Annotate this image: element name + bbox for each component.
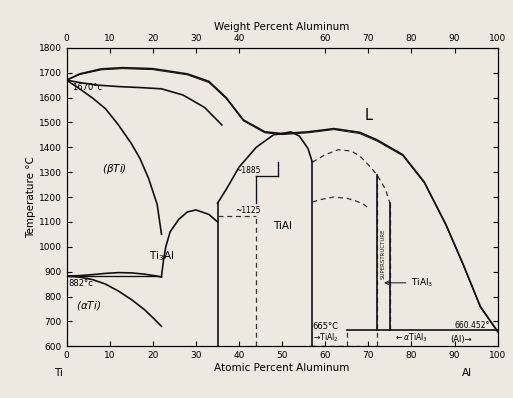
Text: 665°C: 665°C xyxy=(312,322,338,331)
Y-axis label: Temperature °C: Temperature °C xyxy=(26,156,36,238)
Text: TiAl$_3$: TiAl$_3$ xyxy=(385,277,433,289)
Text: TiAl: TiAl xyxy=(272,221,292,231)
Text: (Al)→: (Al)→ xyxy=(450,335,472,344)
X-axis label: Weight Percent Aluminum: Weight Percent Aluminum xyxy=(214,22,350,32)
Text: Ti$_3$Al: Ti$_3$Al xyxy=(149,249,174,263)
Text: 1670°c: 1670°c xyxy=(72,82,102,92)
Text: SUPERSTRUCTURE: SUPERSTRUCTURE xyxy=(381,229,386,279)
Text: 882°c: 882°c xyxy=(69,279,93,288)
Text: 660.452°: 660.452° xyxy=(455,321,490,330)
Text: →TiAl$_2$: →TiAl$_2$ xyxy=(312,332,338,344)
Text: Al: Al xyxy=(462,368,472,378)
Text: $\leftarrow\alpha$TiAl$_3$: $\leftarrow\alpha$TiAl$_3$ xyxy=(394,332,428,344)
Text: Ti: Ti xyxy=(54,368,64,378)
Text: ($\beta$Ti): ($\beta$Ti) xyxy=(102,162,127,176)
X-axis label: Atomic Percent Aluminum: Atomic Percent Aluminum xyxy=(214,363,350,373)
Text: ~1125: ~1125 xyxy=(235,206,261,215)
Text: ~1885: ~1885 xyxy=(235,166,261,175)
Text: L: L xyxy=(364,108,372,123)
Text: ($\alpha$Ti): ($\alpha$Ti) xyxy=(76,299,101,312)
